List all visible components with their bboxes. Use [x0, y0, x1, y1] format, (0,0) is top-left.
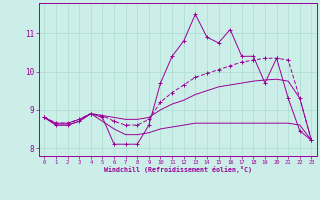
- X-axis label: Windchill (Refroidissement éolien,°C): Windchill (Refroidissement éolien,°C): [104, 166, 252, 173]
